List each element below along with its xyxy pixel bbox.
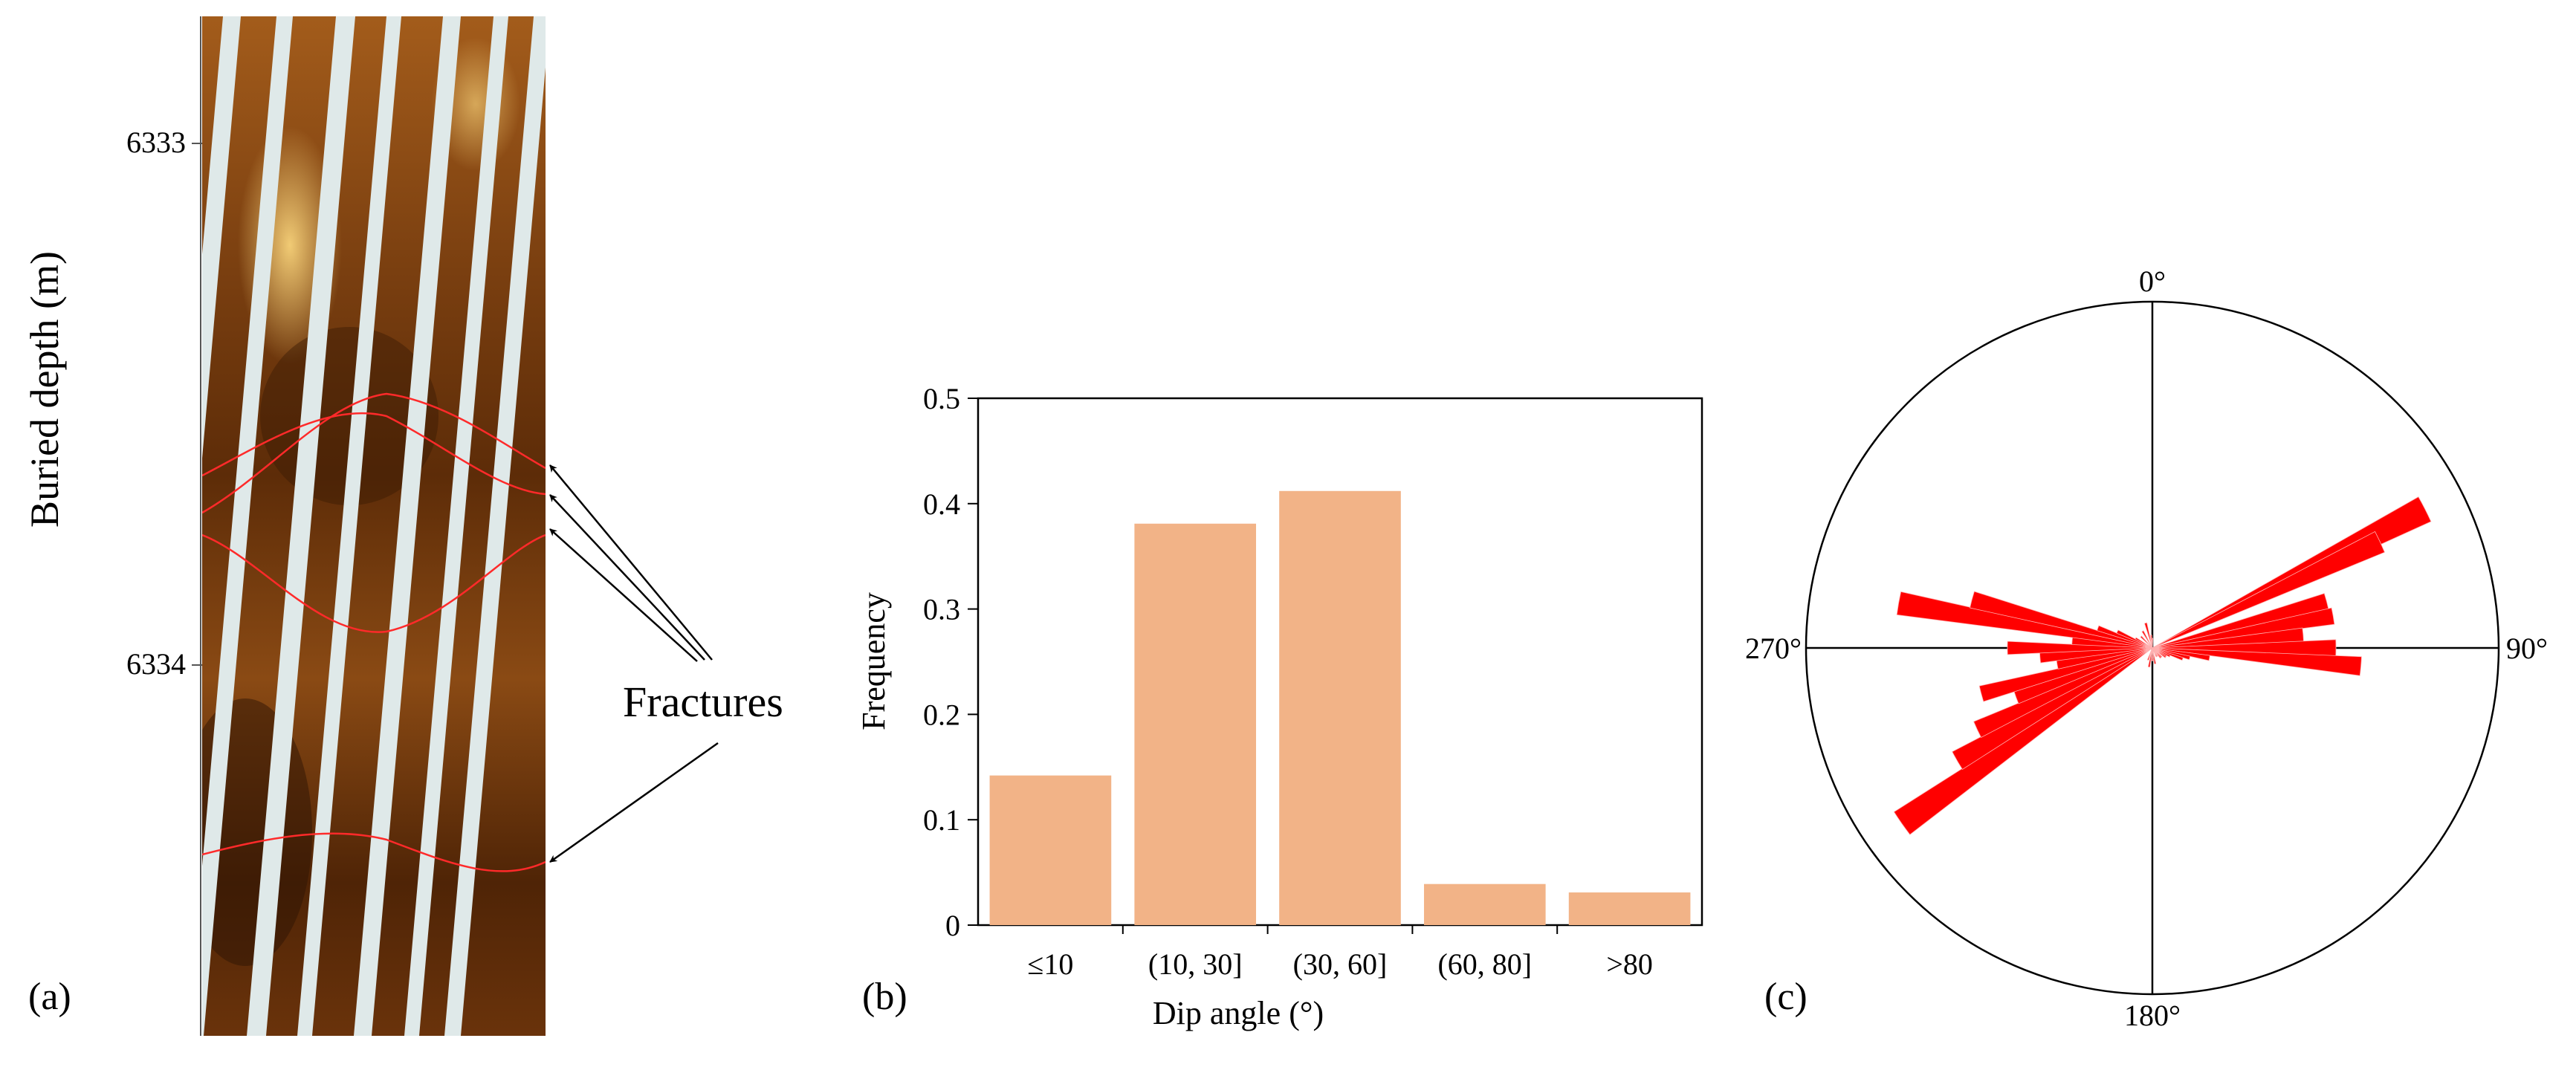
- y-tick-label: 0.3: [923, 593, 960, 626]
- bar: [1134, 523, 1257, 925]
- annotation-arrow: [549, 528, 698, 662]
- rose-petal: [2144, 622, 2153, 649]
- pad-gap: [354, 16, 461, 1036]
- bar: [989, 775, 1112, 925]
- y-tick-label: 0.2: [923, 698, 960, 731]
- panel-b: 0 0.1 0.2 0.3 0.4 0.5 ≤10 (10, 30] (30, 60] (60,…: [855, 382, 1703, 1031]
- angle-label-90: 90°: [2506, 632, 2548, 665]
- rose-petal: [2147, 647, 2153, 668]
- x-tick-label: (30, 60]: [1293, 947, 1388, 981]
- rose-petal: [2152, 647, 2162, 659]
- angle-label-180: 180°: [2124, 999, 2181, 1032]
- borehole-image: [202, 16, 546, 1036]
- y-tick-label: 0.4: [923, 487, 960, 521]
- panel-b-label: (b): [862, 976, 907, 1018]
- y-tick-label: 0: [945, 909, 960, 942]
- rose-petal: [2152, 647, 2166, 658]
- y-axis-label: Frequency: [855, 592, 892, 730]
- fractures-annotation: Fractures: [623, 678, 783, 726]
- fracture-trace: [202, 534, 546, 633]
- x-tick-label: >80: [1606, 947, 1653, 981]
- rose-petal: [2152, 496, 2432, 649]
- rose-petal: [2152, 647, 2158, 658]
- bar: [1279, 490, 1401, 925]
- pad-gap: [247, 16, 355, 1036]
- pad-gap: [202, 16, 241, 458]
- rose-petal: [2152, 607, 2335, 649]
- bar-series: [989, 490, 1691, 925]
- x-tick-label: ≤10: [1027, 947, 1073, 981]
- panel-c: 0° 90° 180° 270° (c): [1745, 265, 2548, 1032]
- pad-gap: [444, 16, 546, 1036]
- pad-gap: [202, 16, 293, 1036]
- y-tick-label: 0.5: [923, 382, 960, 415]
- rose-petal: [2007, 641, 2153, 655]
- rose-petal: [1952, 647, 2153, 770]
- fracture-trace: [202, 412, 546, 496]
- annotation-arrow: [549, 464, 713, 661]
- rose-petals: [1893, 496, 2432, 835]
- fracture-trace: [202, 832, 546, 872]
- rose-petal: [1893, 647, 2153, 835]
- pad-gaps: [202, 16, 546, 1036]
- annotation-arrow: [549, 494, 705, 661]
- rose-petal: [2141, 630, 2153, 649]
- panel-c-label: (c): [1764, 976, 1808, 1018]
- y-ticks: 0 0.1 0.2 0.3 0.4 0.5: [923, 382, 978, 942]
- x-axis-label: Dip angle (°): [1153, 995, 1324, 1031]
- x-tick-label: (60, 80]: [1437, 947, 1532, 981]
- annotation-arrow: [549, 742, 719, 863]
- bar: [1423, 883, 1546, 925]
- pad-gap: [297, 16, 401, 1036]
- rose-petal: [2152, 531, 2386, 649]
- pad-gap: [404, 16, 508, 1036]
- depth-tick-label: 6334: [126, 647, 186, 681]
- rose-petal: [2152, 647, 2157, 664]
- panel-a-label: (a): [28, 976, 71, 1018]
- rose-petal: [1978, 647, 2153, 702]
- rose-petal: [2140, 635, 2153, 649]
- rose-petal: [1973, 647, 2153, 739]
- x-tick-label: (10, 30]: [1148, 947, 1243, 981]
- angle-label-270: 270°: [1745, 632, 1802, 665]
- rose-petal: [2146, 647, 2153, 661]
- x-ticks: ≤10 (10, 30] (30, 60] (60, 80] >80: [1027, 925, 1653, 981]
- panel-a: 6333 6334 Buried depth (m) (a) Fractures: [22, 16, 783, 1036]
- rose-petal: [2151, 647, 2154, 661]
- angle-label-0: 0°: [2139, 265, 2166, 298]
- y-tick-label: 0.1: [923, 803, 960, 837]
- dark-patch: [202, 698, 312, 966]
- fracture-trace: [202, 392, 546, 514]
- bar: [1568, 892, 1691, 925]
- depth-axis-label: Buried depth (m): [22, 251, 67, 528]
- rose-petal: [2135, 637, 2153, 649]
- depth-tick-label: 6333: [126, 126, 186, 159]
